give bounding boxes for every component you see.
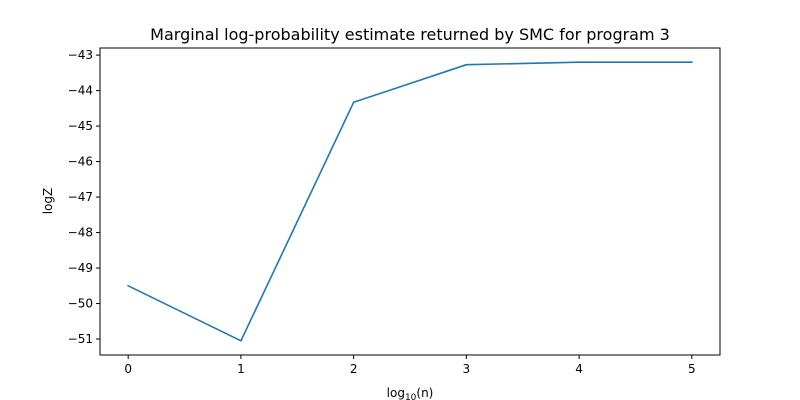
x-axis-label: log10(n) [387, 386, 434, 400]
y-tick-label: −46 [68, 155, 93, 169]
y-tick-label: −47 [68, 190, 93, 204]
series-layer [127, 61, 693, 342]
y-tick-label: −48 [68, 226, 93, 240]
x-tick-label: 2 [350, 362, 358, 376]
x-tick-label: 0 [124, 362, 132, 376]
x-tick-label: 5 [688, 362, 696, 376]
y-tick-label: −43 [68, 48, 93, 62]
x-tick-label: 1 [237, 362, 245, 376]
y-tick-label: −51 [68, 332, 93, 346]
y-axis-ticks: −51 −50 −49 −48 −47 −46 −45 −44 −43 [68, 48, 100, 346]
series-line [127, 61, 693, 342]
x-axis-label-argument: (n) [416, 386, 433, 400]
y-axis-label: logZ [41, 188, 55, 215]
y-tick-label: −45 [68, 119, 93, 133]
y-tick-label: −44 [68, 84, 93, 98]
y-tick-label: −49 [68, 261, 93, 275]
x-tick-label: 4 [575, 362, 583, 376]
chart-title: Marginal log-probability estimate return… [150, 25, 670, 44]
plot-frame [99, 47, 721, 356]
y-tick-label: −50 [68, 297, 93, 311]
x-axis-label-main: log [387, 386, 405, 400]
x-axis-ticks: 0 1 2 3 4 5 [124, 355, 696, 376]
x-axis-label-subscript: 10 [405, 393, 417, 400]
x-tick-label: 3 [463, 362, 471, 376]
